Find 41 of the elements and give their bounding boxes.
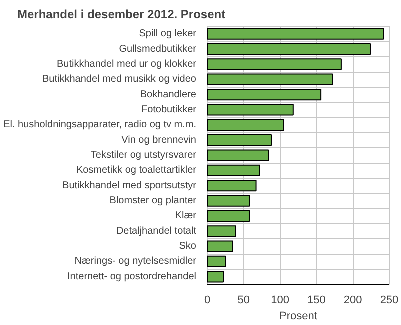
y-tick-label: Butikkhandel med sportsutstyr (62, 180, 198, 192)
bar (208, 104, 294, 116)
bar (208, 43, 372, 56)
y-tick-label: Fotobutikker (141, 104, 198, 116)
y-tick-label: Bokhandlere (140, 89, 197, 100)
y-tick-label: Gullsmedbutikker (119, 44, 198, 55)
bar (208, 210, 250, 222)
bar (208, 164, 260, 176)
y-tick-label: Detaljhandel totalt (116, 226, 197, 237)
x-axis-title: Prosent (280, 310, 318, 322)
bar (208, 119, 284, 131)
bar (208, 28, 384, 40)
x-tick-label: 250 (380, 294, 399, 306)
y-tick-label: Spill og leker (139, 28, 198, 40)
y-tick-label: Kosmetikk og toalettartikler (76, 165, 198, 176)
y-tick-label: Blomster og planter (110, 196, 198, 207)
y-tick-label: Butikkhandel med musikk og video (42, 74, 197, 86)
bar (208, 256, 226, 268)
bar (208, 195, 250, 207)
y-tick-label: Sko (179, 241, 197, 252)
bar (208, 240, 234, 252)
x-tick-label: 100 (271, 294, 290, 306)
y-tick-label: Tekstiler og utstyrsvarer (90, 150, 198, 161)
y-tick-label: Butikkhandel med ur og klokker (56, 58, 198, 70)
y-tick-label: El. husholdningsapparater, radio og tv m.m. (4, 120, 197, 131)
bar (208, 134, 272, 146)
chart-title: Merhandel i desember 2012. Prosent (18, 8, 226, 22)
x-tick-label: 150 (308, 294, 326, 306)
bar (208, 88, 322, 101)
x-tick-label: 0 (204, 294, 211, 306)
y-tick-label: Klær (175, 210, 198, 222)
bar (208, 74, 334, 86)
bar (208, 150, 270, 162)
y-tick-label: Internett- og postordrehandel (68, 271, 197, 282)
y-tick-label: Vin og brennevin (122, 134, 196, 146)
bar (208, 58, 342, 70)
x-tick-label: 50 (238, 294, 250, 306)
x-tick-label: 200 (344, 294, 362, 306)
bar (208, 180, 257, 192)
y-tick-label: Nærings- og nytelsesmidler (74, 256, 198, 268)
bar (208, 226, 236, 238)
